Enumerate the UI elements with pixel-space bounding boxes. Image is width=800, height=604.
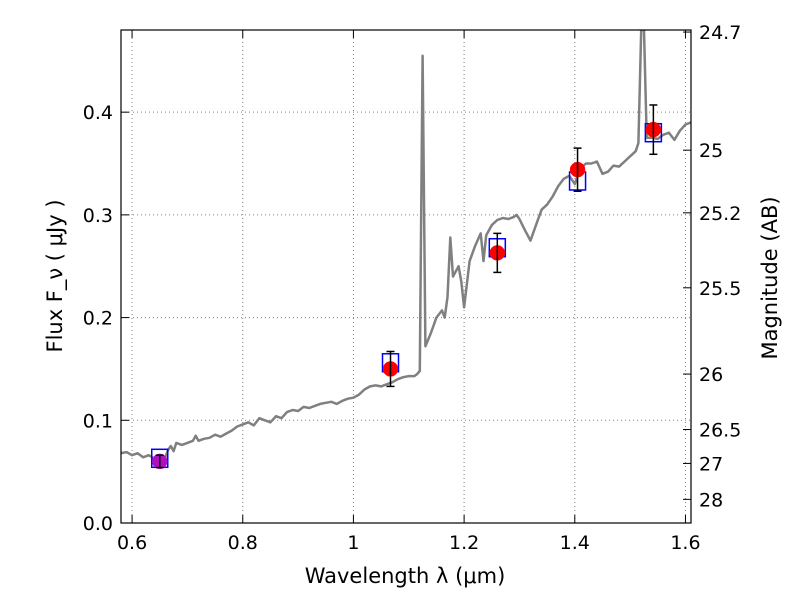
y-tick-label: 0.4 (83, 102, 113, 124)
y2-tick-label: 26 (699, 364, 723, 386)
y2-tick-label: 28 (699, 489, 723, 511)
y-axis: 0.0 0.1 0.2 0.3 0.4 (83, 102, 129, 535)
y-tick-label: 0.3 (83, 205, 113, 227)
y2-tick-label: 25.2 (699, 203, 741, 225)
y2-tick-label: 25 (699, 140, 723, 162)
y2-axis-label: Magnitude (AB) (758, 196, 782, 359)
y2-tick-label: 27 (699, 453, 723, 475)
x-tick-label: 1.2 (449, 532, 479, 554)
y-tick-label: 0.1 (83, 410, 113, 432)
x-tick-label: 1.6 (670, 532, 700, 554)
y2-axis: 24.7 25 25.2 25.5 26 26.5 27 28 (683, 22, 741, 511)
x-tick-label: 1.4 (560, 532, 590, 554)
model-spectrum-line (121, 30, 691, 462)
y-tick-label: 0.0 (83, 513, 113, 535)
plot-area (120, 29, 692, 524)
plot-frame (120, 29, 692, 524)
data-layer (121, 30, 691, 470)
grid-lines (121, 30, 691, 524)
y-axis-label: Flux F_ν ( μJy ) (43, 199, 68, 352)
x-tick-label: 0.6 (117, 532, 147, 554)
y-tick-label: 0.2 (83, 308, 113, 330)
y2-tick-label: 26.5 (699, 420, 741, 442)
y2-tick-label: 24.7 (699, 22, 741, 44)
x-tick-label: 1 (347, 532, 359, 554)
x-axis: 0.6 0.8 1 1.2 1.4 1.6 (117, 30, 701, 554)
y2-tick-label: 25.5 (699, 278, 741, 300)
x-axis-label: Wavelength λ (μm) (305, 564, 506, 588)
x-tick-label: 0.8 (228, 532, 258, 554)
